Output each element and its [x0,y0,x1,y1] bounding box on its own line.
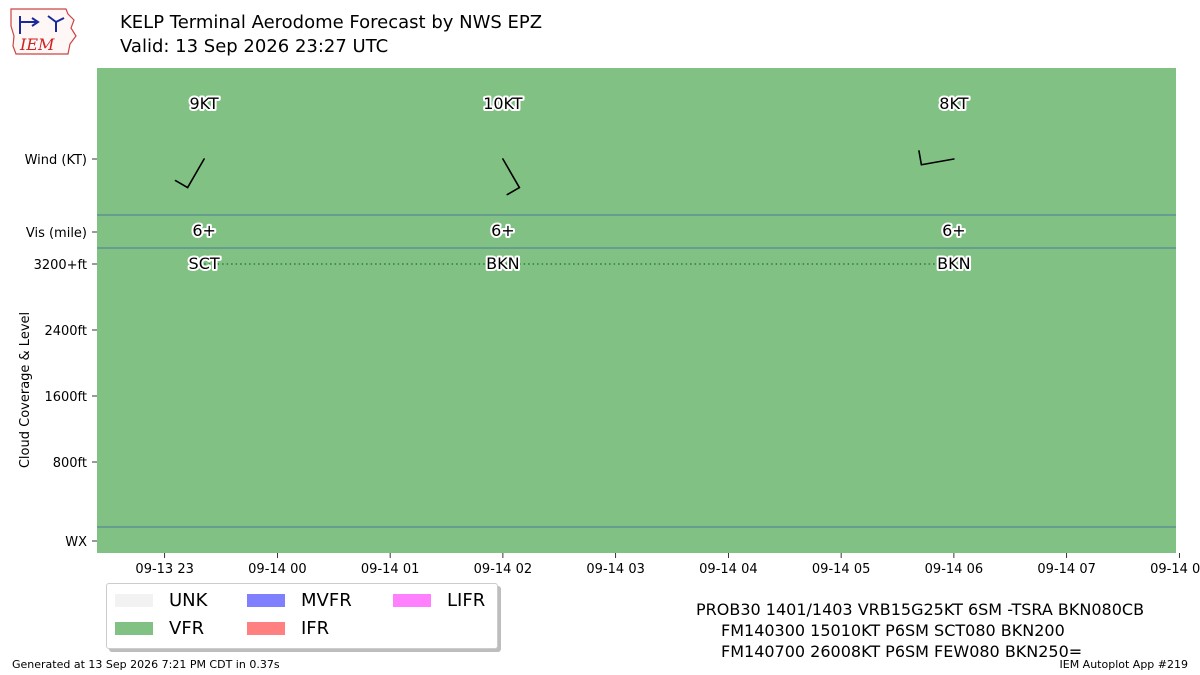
barb-staff [186,158,205,189]
x-tick-label: 09-14 03 [586,562,644,577]
wind-speed-label: 8KT [939,94,968,113]
chart-subtitle: Valid: 13 Sep 2026 23:27 UTC [120,36,389,57]
legend-item-ifr: IFR [247,618,329,639]
y-tick-label: 3200+ft [34,258,87,273]
visibility-label: 6+ [192,221,216,240]
x-tick-label: 09-14 07 [1037,562,1095,577]
taf-line-3: FM140700 26008KT P6SM FEW080 BKN250= [721,642,1083,661]
iem-logo: IEM [10,8,77,55]
legend-item-unk: UNK [115,590,207,611]
barb-staff [502,158,521,189]
taf-line-1: PROB30 1401/1403 VRB15G25KT 6SM -TSRA BK… [696,600,1145,619]
cloud-coverage-label: BKN [937,254,970,273]
x-tick-label: 09-14 08 [1150,562,1200,577]
legend-item-vfr: VFR [115,618,204,639]
wind-speed-label: 10KT [483,94,523,113]
legend-label-lifr: LIFR [447,590,486,611]
cloud-coverage-label: SCT [189,254,220,273]
chart-title: KELP Terminal Aerodome Forecast by NWS E… [120,12,543,33]
weather-vane-icon [19,15,65,34]
y-tick-label: Wind (KT) [25,153,87,168]
logo-text: IEM [19,35,55,54]
x-tick-label: 09-14 02 [474,562,532,577]
legend-item-lifr: LIFR [393,590,485,611]
barb-feather [174,179,189,189]
wind-speed-label: 9KT [190,94,219,113]
generated-footer: Generated at 13 Sep 2026 7:21 PM CDT in … [12,658,280,671]
x-tick-label: 09-14 00 [248,562,306,577]
plot-background [97,68,1176,553]
visibility-label: 6+ [942,221,966,240]
app-footer: IEM Autoplot App #219 [1059,658,1189,671]
legend-label-unk: UNK [169,590,208,611]
visibility-label: 6+ [491,221,515,240]
x-tick-label: 09-14 04 [699,562,757,577]
x-tick-label: 09-14 01 [361,562,419,577]
cloud-coverage-label: BKN [486,254,519,273]
y-tick-label: WX [65,535,87,550]
y-tick-label: 800ft [53,456,87,471]
legend-label-mvfr: MVFR [301,590,352,611]
y-tick-label: 2400ft [44,324,87,339]
legend-swatch-vfr [115,622,153,635]
barb-staff [920,158,955,166]
x-tick-label: 09-13 23 [135,562,193,577]
x-tick-label: 09-14 05 [812,562,870,577]
x-tick-label: 09-14 06 [925,562,983,577]
legend-swatch-lifr [393,594,431,607]
wind-barb [174,158,205,189]
legend-swatch-ifr [247,622,285,635]
legend-swatch-mvfr [247,594,285,607]
wind-barb [918,150,955,166]
y-axis-label: Cloud Coverage & Level [18,312,33,468]
y-tick-label: Vis (mile) [26,226,87,241]
legend-label-vfr: VFR [169,618,205,639]
legend-item-mvfr: MVFR [247,590,352,611]
taf-line-2: FM140300 15010KT P6SM SCT080 BKN200 [721,621,1065,640]
barb-feather [506,186,521,196]
flight-category-legend: UNK VFR MVFR IFR LIFR [106,583,498,649]
wind-barb [502,158,521,196]
legend-label-ifr: IFR [301,618,330,639]
y-tick-label: 1600ft [44,390,87,405]
legend-swatch-unk [115,594,153,607]
barb-feather [918,150,923,166]
